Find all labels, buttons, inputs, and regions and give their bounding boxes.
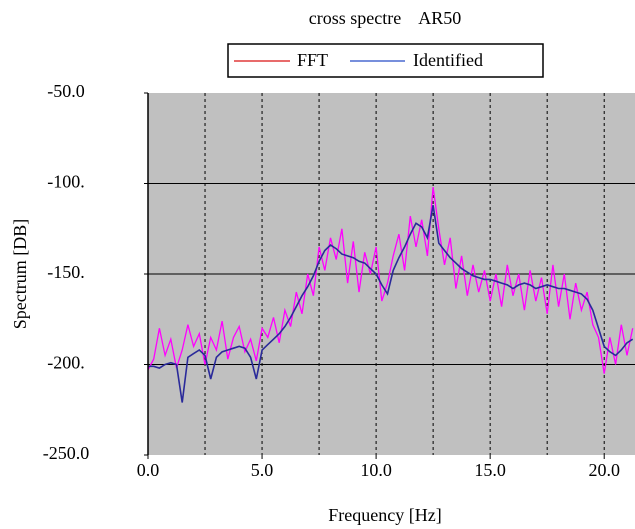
x-tick-label: 10.0 <box>360 460 392 480</box>
x-tick-label: 15.0 <box>474 460 506 480</box>
y-tick-label: -100. <box>47 172 85 192</box>
y-axis-label: Spectrum [DB] <box>10 219 30 329</box>
x-axis-label: Frequency [Hz] <box>328 505 441 525</box>
series-line <box>148 205 634 403</box>
x-tick-label: 20.0 <box>588 460 620 480</box>
y-tick-label: -50.0 <box>47 81 85 101</box>
y-tick-label: -150. <box>47 262 85 282</box>
plot-content <box>148 93 635 455</box>
legend-label: FFT <box>297 50 328 70</box>
series-line <box>148 187 634 374</box>
legend-label: Identified <box>413 50 483 70</box>
y-tick-label: -200. <box>47 353 85 373</box>
y-tick-label: -250.0 <box>43 443 90 463</box>
chart-title: cross spectre AR50 <box>309 8 461 28</box>
x-tick-label: 5.0 <box>251 460 274 480</box>
x-tick-label: 0.0 <box>137 460 160 480</box>
